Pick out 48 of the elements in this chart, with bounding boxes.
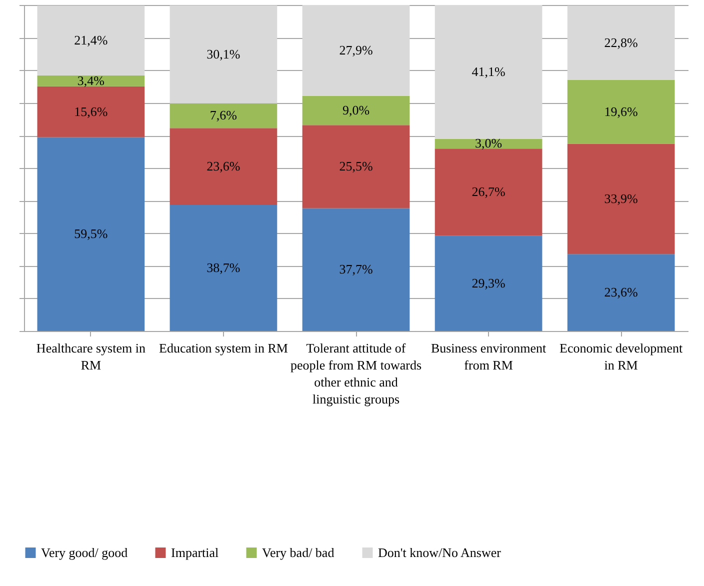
x-tick-label: Education system in RM	[159, 340, 288, 356]
legend-label: Don't know/No Answer	[378, 544, 502, 560]
data-label: 7,6%	[210, 108, 238, 123]
legend-label: Very bad/ bad	[262, 544, 335, 560]
data-label: 22,8%	[604, 34, 638, 50]
data-label: 33,9%	[604, 190, 638, 206]
bar	[567, 254, 675, 331]
bar	[170, 204, 278, 331]
bar	[567, 6, 675, 80]
data-label: 29,3%	[472, 275, 506, 290]
bar	[170, 5, 278, 104]
bar	[170, 128, 278, 205]
bar	[434, 5, 542, 139]
data-label: 3,0%	[474, 136, 502, 151]
data-label: 25,5%	[339, 158, 373, 174]
data-label: 9,0%	[342, 102, 370, 118]
bar	[567, 144, 675, 254]
legend-label: Very good/ good	[41, 544, 128, 560]
data-label: 23,6%	[604, 284, 638, 300]
x-tick-label: Healthcare system in RM	[36, 340, 146, 372]
bar	[302, 125, 410, 208]
legend-label: Impartial	[171, 544, 220, 560]
data-label: 27,9%	[339, 42, 373, 58]
data-label: 19,6%	[604, 104, 638, 119]
bar	[37, 137, 145, 331]
data-label: 21,4%	[74, 32, 108, 48]
data-label: 23,6%	[206, 158, 240, 174]
x-tick-label: Economic development in RM	[560, 340, 684, 372]
bar	[434, 236, 542, 331]
data-label: 38,7%	[206, 260, 240, 275]
bar	[567, 80, 675, 144]
x-tick-label: Business environment from RM	[430, 340, 547, 372]
bar	[37, 6, 145, 76]
data-label: 37,7%	[339, 262, 373, 277]
bar	[302, 208, 410, 331]
bar	[434, 148, 542, 236]
bar	[302, 96, 410, 126]
data-label: 59,5%	[74, 226, 108, 242]
data-label: 30,1%	[206, 46, 240, 62]
data-label: 3,4%	[77, 72, 105, 88]
data-label: 41,1%	[472, 64, 506, 79]
bar	[302, 5, 410, 96]
data-label: 26,7%	[472, 184, 506, 200]
bar	[170, 103, 278, 128]
bar	[37, 75, 145, 86]
bar	[37, 86, 145, 138]
data-label: 15,6%	[74, 104, 108, 119]
x-tick-label: Tolerant attitude of people from RM towards other ethnic and linguistic groups	[290, 340, 422, 406]
